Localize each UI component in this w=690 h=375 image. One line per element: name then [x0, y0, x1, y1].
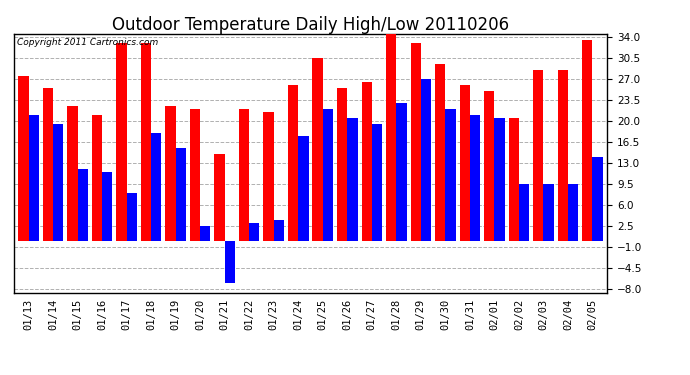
Bar [347, 118, 357, 242]
Bar [435, 64, 445, 242]
Bar [533, 70, 544, 242]
Bar [519, 184, 529, 242]
Bar [141, 43, 151, 242]
Bar [225, 242, 235, 284]
Bar [215, 154, 225, 242]
Text: Copyright 2011 Cartronics.com: Copyright 2011 Cartronics.com [17, 38, 158, 46]
Bar [43, 88, 53, 242]
Bar [264, 112, 274, 242]
Bar [411, 43, 421, 242]
Title: Outdoor Temperature Daily High/Low 20110206: Outdoor Temperature Daily High/Low 20110… [112, 16, 509, 34]
Bar [509, 118, 519, 242]
Bar [362, 82, 372, 242]
Bar [102, 172, 112, 242]
Bar [176, 148, 186, 242]
Bar [484, 91, 495, 242]
Bar [558, 70, 568, 242]
Bar [582, 40, 593, 242]
Bar [249, 223, 259, 242]
Bar [421, 79, 431, 242]
Bar [28, 115, 39, 242]
Bar [337, 88, 347, 242]
Bar [67, 106, 77, 242]
Bar [495, 118, 504, 242]
Bar [386, 31, 396, 242]
Bar [126, 193, 137, 242]
Bar [460, 85, 470, 242]
Bar [470, 115, 480, 242]
Bar [77, 169, 88, 242]
Bar [53, 124, 63, 242]
Bar [117, 43, 126, 242]
Bar [274, 220, 284, 242]
Bar [313, 58, 323, 242]
Bar [239, 109, 249, 242]
Bar [18, 76, 28, 242]
Bar [593, 157, 603, 242]
Bar [568, 184, 578, 242]
Bar [323, 109, 333, 242]
Bar [151, 133, 161, 242]
Bar [372, 124, 382, 242]
Bar [544, 184, 554, 242]
Bar [445, 109, 455, 242]
Bar [166, 106, 176, 242]
Bar [92, 115, 102, 242]
Bar [396, 103, 406, 242]
Bar [298, 136, 308, 242]
Bar [200, 226, 210, 242]
Bar [190, 109, 200, 242]
Bar [288, 85, 298, 242]
